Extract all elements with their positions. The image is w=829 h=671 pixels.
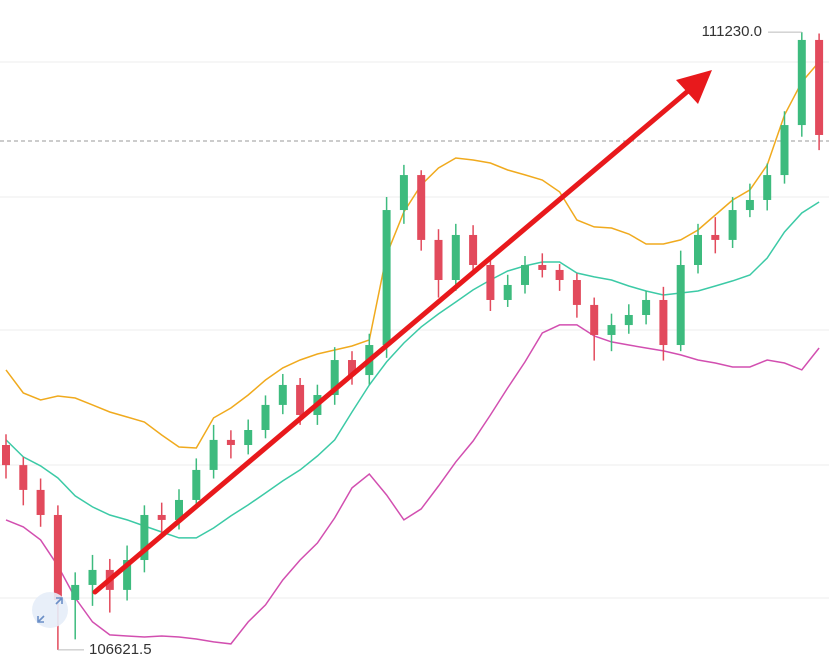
candle-body: [19, 465, 28, 490]
candle-body: [469, 234, 478, 265]
candle-body: [261, 404, 270, 430]
candle-body: [348, 360, 356, 376]
candle-body: [36, 489, 45, 515]
candle-body: [330, 360, 339, 396]
candle-body: [140, 514, 149, 561]
candle-body: [797, 39, 806, 126]
candle-body: [226, 439, 235, 446]
trend-arrow: [92, 70, 712, 595]
candle-body: [503, 284, 512, 300]
candle-body: [175, 499, 183, 520]
candle-body: [244, 429, 253, 446]
zoom-button[interactable]: [32, 592, 68, 628]
candle-body: [71, 584, 80, 600]
candle-body: [572, 280, 581, 305]
candle-body: [278, 384, 287, 405]
low-marker-label: 106621.5: [89, 641, 152, 658]
candle-body: [399, 175, 408, 211]
candle-body: [728, 210, 737, 240]
candle-body: [659, 299, 668, 346]
candle-body: [192, 469, 201, 500]
grid: [0, 61, 829, 599]
candle-body: [607, 325, 616, 335]
candle-body: [2, 445, 10, 466]
candle-body: [53, 514, 62, 600]
band-line: [5, 61, 820, 449]
candle-body: [451, 234, 460, 281]
candle-body: [694, 234, 702, 265]
candle-body: [521, 264, 529, 285]
candle-body: [815, 39, 824, 135]
candle-body: [123, 560, 132, 590]
arrow-shaft: [92, 88, 691, 595]
candle-body: [417, 175, 426, 240]
plot: 111230.0 106621.5: [0, 23, 829, 658]
candle-body: [711, 234, 720, 240]
candle-body: [209, 439, 218, 470]
band-line: [5, 324, 820, 645]
candle-body: [676, 264, 685, 346]
candle-body: [590, 304, 599, 335]
candle-body: [555, 269, 564, 281]
candle-body: [780, 125, 789, 176]
candle-body: [434, 239, 443, 281]
candle-body: [745, 199, 754, 211]
high-marker-label: 111230.0: [702, 23, 762, 40]
candle-body: [642, 299, 651, 315]
candle-body: [538, 264, 547, 270]
candle-body: [624, 314, 633, 326]
candle-body: [157, 514, 166, 520]
arrow-head: [676, 70, 712, 104]
candle-body: [296, 384, 305, 415]
zoom-icon[interactable]: [37, 597, 63, 623]
candle-body: [382, 210, 391, 346]
candle-body: [486, 264, 495, 300]
candle-body: [763, 175, 772, 200]
candle-body: [88, 569, 97, 585]
